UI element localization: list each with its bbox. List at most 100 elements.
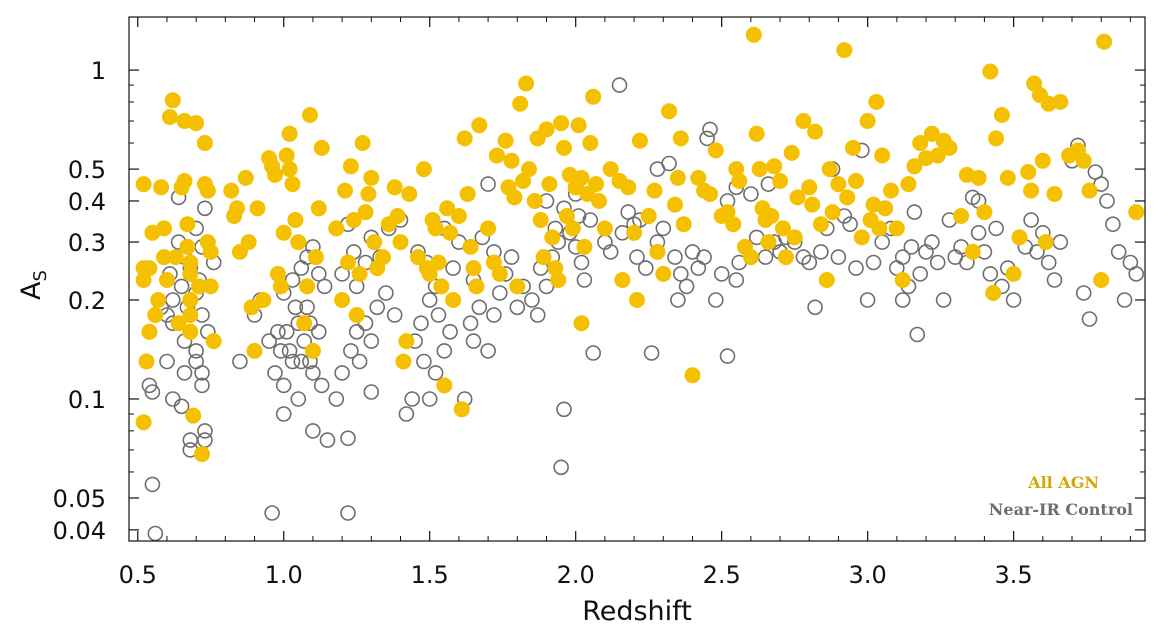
agn-point [191, 278, 208, 295]
control-point [316, 278, 333, 295]
control-point [912, 266, 929, 282]
control-point [903, 239, 920, 255]
agn-point [532, 212, 549, 228]
control-point [491, 285, 508, 301]
agn-point [415, 161, 432, 178]
control-point [270, 323, 286, 340]
agn-point [138, 353, 155, 370]
agn-point [626, 224, 643, 241]
agn-point [363, 169, 380, 186]
control-point [310, 323, 327, 340]
agn-point [848, 173, 864, 189]
agn-point [1093, 272, 1110, 288]
control-point [404, 391, 421, 407]
agn-point [684, 367, 701, 384]
agn-point [702, 186, 718, 202]
control-point [144, 476, 161, 493]
agn-point [240, 234, 257, 251]
agn-point [667, 196, 683, 213]
y-tick-label: 0.4 [68, 188, 106, 216]
control-point [369, 299, 386, 316]
agn-point [515, 173, 532, 189]
control-point [529, 307, 546, 323]
agn-point [421, 265, 438, 282]
control-point [293, 353, 310, 370]
agn-point [459, 186, 476, 202]
agn-point [456, 130, 473, 147]
agn-point [430, 254, 447, 271]
agn-point [655, 265, 672, 282]
agn-point [436, 377, 453, 394]
control-point [813, 244, 829, 260]
agn-point [988, 130, 1005, 147]
agn-point [488, 147, 505, 164]
control-point [678, 278, 695, 295]
control-point [801, 254, 818, 271]
agn-point [465, 260, 482, 277]
agn-point [742, 249, 759, 266]
agn-point [883, 182, 899, 199]
agn-point [690, 169, 707, 186]
control-point [363, 384, 380, 400]
agn-point [182, 292, 199, 308]
agn-point [229, 200, 245, 217]
control-point [970, 225, 987, 241]
agn-point [999, 169, 1016, 186]
control-point [830, 249, 847, 265]
agn-point [748, 125, 765, 142]
agn-point [205, 333, 222, 350]
control-point [576, 272, 593, 288]
control-point [988, 220, 1004, 237]
y-tick-label: 0.04 [53, 517, 106, 545]
agn-point [179, 216, 196, 233]
control-point [378, 285, 394, 301]
control-point [194, 377, 210, 394]
control-point [894, 249, 911, 265]
agn-point [156, 220, 172, 237]
control-point [480, 176, 496, 192]
control-point [1029, 244, 1045, 260]
agn-point [395, 353, 412, 370]
y-tick-label: 0.5 [68, 156, 106, 184]
agn-point [629, 292, 645, 308]
control-point [305, 423, 321, 439]
agn-point [267, 166, 283, 183]
control-point [865, 254, 882, 271]
agn-point [202, 278, 219, 295]
agn-point [159, 272, 175, 288]
agn-point [585, 88, 602, 105]
agn-point [777, 249, 794, 266]
agn-point [912, 135, 929, 151]
agn-point [538, 121, 555, 138]
control-point [1005, 292, 1022, 308]
control-point [894, 292, 911, 308]
agn-point [290, 234, 307, 251]
agn-point [185, 407, 202, 424]
agn-point [386, 179, 403, 196]
agn-point [334, 292, 351, 308]
agn-point [923, 125, 940, 142]
agn-point [398, 333, 415, 350]
agn-point [310, 200, 327, 217]
control-point [728, 272, 745, 288]
agn-point [1096, 33, 1113, 50]
agn-point [836, 42, 853, 59]
agn-point [1075, 152, 1092, 169]
agn-point [164, 92, 181, 109]
y-axis-title: AS [16, 270, 51, 300]
control-point [421, 391, 438, 407]
agn-point [544, 229, 561, 246]
control-point [1116, 292, 1133, 308]
agn-point [763, 208, 780, 224]
agn-point [859, 113, 876, 129]
agn-point [707, 142, 724, 159]
agn-point [646, 182, 663, 199]
agn-point [468, 278, 485, 295]
control-point [442, 323, 458, 340]
agn-point [874, 147, 891, 164]
agn-point [302, 107, 318, 123]
data-points [135, 26, 1145, 542]
agn-point [249, 200, 266, 217]
control-point [556, 401, 572, 418]
agn-point [161, 109, 178, 125]
